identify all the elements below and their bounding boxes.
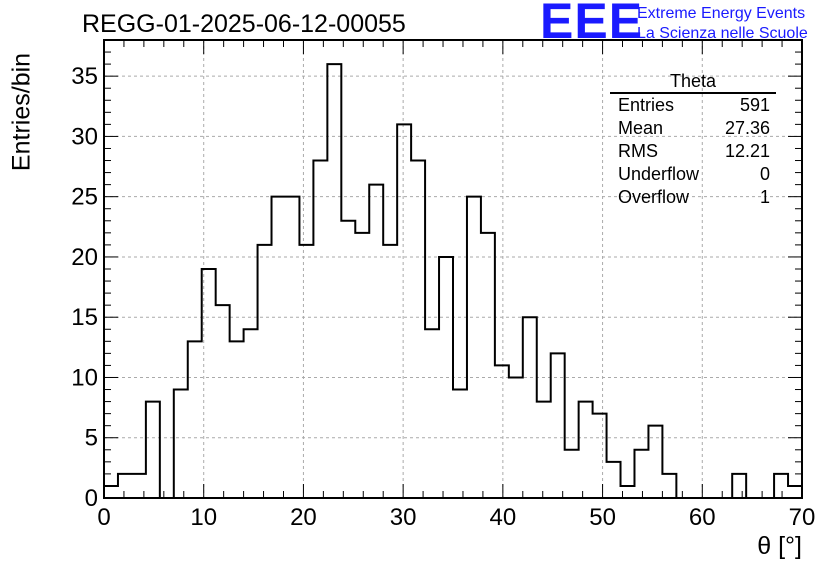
stats-row-overflow: Overflow 1: [610, 186, 776, 209]
histogram-bar: [118, 474, 132, 498]
histogram-bar: [439, 257, 453, 498]
y-tick-label: 5: [85, 425, 98, 452]
histogram-bar: [607, 462, 621, 498]
histogram-bar: [272, 197, 286, 498]
histogram-bar: [732, 474, 746, 498]
x-tick-label: 10: [190, 504, 217, 531]
stats-label: Overflow: [618, 187, 690, 207]
y-tick-label: 10: [71, 364, 98, 391]
histogram-bar: [662, 474, 676, 498]
histogram-bar: [648, 426, 662, 498]
stats-label: Entries: [618, 95, 675, 115]
histogram-bar: [104, 486, 118, 498]
logo-text: Extreme Energy Events La Scienza nelle S…: [637, 4, 808, 44]
histogram-bar: [258, 245, 272, 498]
histogram-bar: [244, 329, 258, 498]
stats-row-mean: Mean 27.36: [610, 117, 776, 140]
histogram-bar: [467, 197, 481, 498]
histogram-bar: [216, 305, 230, 498]
stats-value: 1: [759, 187, 770, 207]
histogram-bar: [174, 390, 188, 498]
y-tick-label: 15: [71, 304, 98, 331]
x-tick-label: 30: [390, 504, 417, 531]
histogram-bar: [481, 233, 495, 498]
logo-mark: EEE: [540, 0, 644, 49]
histogram-bar: [369, 185, 383, 498]
x-tick-label: 40: [490, 504, 517, 531]
stats-row-underflow: Underflow 0: [610, 163, 776, 186]
stats-title: Theta: [610, 71, 776, 94]
histogram-bar: [397, 124, 411, 498]
y-tick-label: 0: [85, 485, 98, 512]
histogram-outline: [103, 63, 803, 499]
histogram-bar: [788, 486, 802, 498]
stats-row-entries: Entries 591: [610, 94, 776, 117]
axis-ticks: [103, 39, 803, 499]
y-tick-label: 25: [71, 184, 98, 211]
histogram-bar: [188, 341, 202, 498]
logo-line-2: La Scienza nelle Scuole: [637, 25, 808, 42]
y-axis-label: Entries/bin: [7, 52, 36, 172]
histogram-bar: [285, 197, 299, 498]
histogram-bar: [509, 377, 523, 498]
histogram-bar: [634, 450, 648, 498]
histogram-bar: [299, 245, 313, 498]
chart-title: REGG-01-2025-06-12-00055: [82, 10, 406, 38]
x-tick-label: 0: [97, 504, 110, 531]
histogram-bar: [523, 317, 537, 498]
stats-row-rms: RMS 12.21: [610, 140, 776, 163]
stats-label: Underflow: [618, 164, 700, 184]
x-tick-label: 20: [290, 504, 317, 531]
histogram-bar: [411, 161, 425, 498]
stats-label: RMS: [618, 141, 658, 161]
histogram-bar: [355, 233, 369, 498]
histogram-bar: [593, 414, 607, 498]
y-tick-label: 30: [71, 123, 98, 150]
histogram-bar: [202, 269, 216, 498]
histogram-bar: [383, 245, 397, 498]
stats-value: 0: [759, 164, 770, 184]
histogram-bar: [579, 402, 593, 498]
histogram-bar: [774, 474, 788, 498]
histogram-bar: [230, 341, 244, 498]
histogram-bar: [495, 365, 509, 498]
stats-value: 27.36: [724, 118, 770, 138]
x-tick-label: 60: [689, 504, 716, 531]
histogram-bar: [341, 221, 355, 498]
logo-line-1: Extreme Energy Events: [637, 5, 806, 22]
histogram-bar: [453, 390, 467, 498]
y-tick-label: 35: [71, 63, 98, 90]
x-axis-label: θ [°]: [757, 532, 802, 560]
y-axis-label-box: Entries/bin: [0, 0, 44, 240]
histogram-bar: [425, 329, 439, 498]
stats-value: 591: [739, 95, 770, 115]
stats-value: 12.21: [724, 141, 770, 161]
stats-box: Theta Entries 591 Mean 27.36 RMS 12.21 U…: [610, 71, 776, 209]
histogram-bar: [146, 402, 160, 498]
histogram-bar: [313, 161, 327, 498]
histogram-bar: [327, 64, 341, 498]
stats-label: Mean: [618, 118, 664, 138]
x-tick-label: 50: [589, 504, 616, 531]
histogram-bar: [565, 450, 579, 498]
y-tick-label: 20: [71, 244, 98, 271]
histogram-bar: [537, 402, 551, 498]
histogram-bar: [551, 353, 565, 498]
x-tick-label: 70: [789, 504, 816, 531]
